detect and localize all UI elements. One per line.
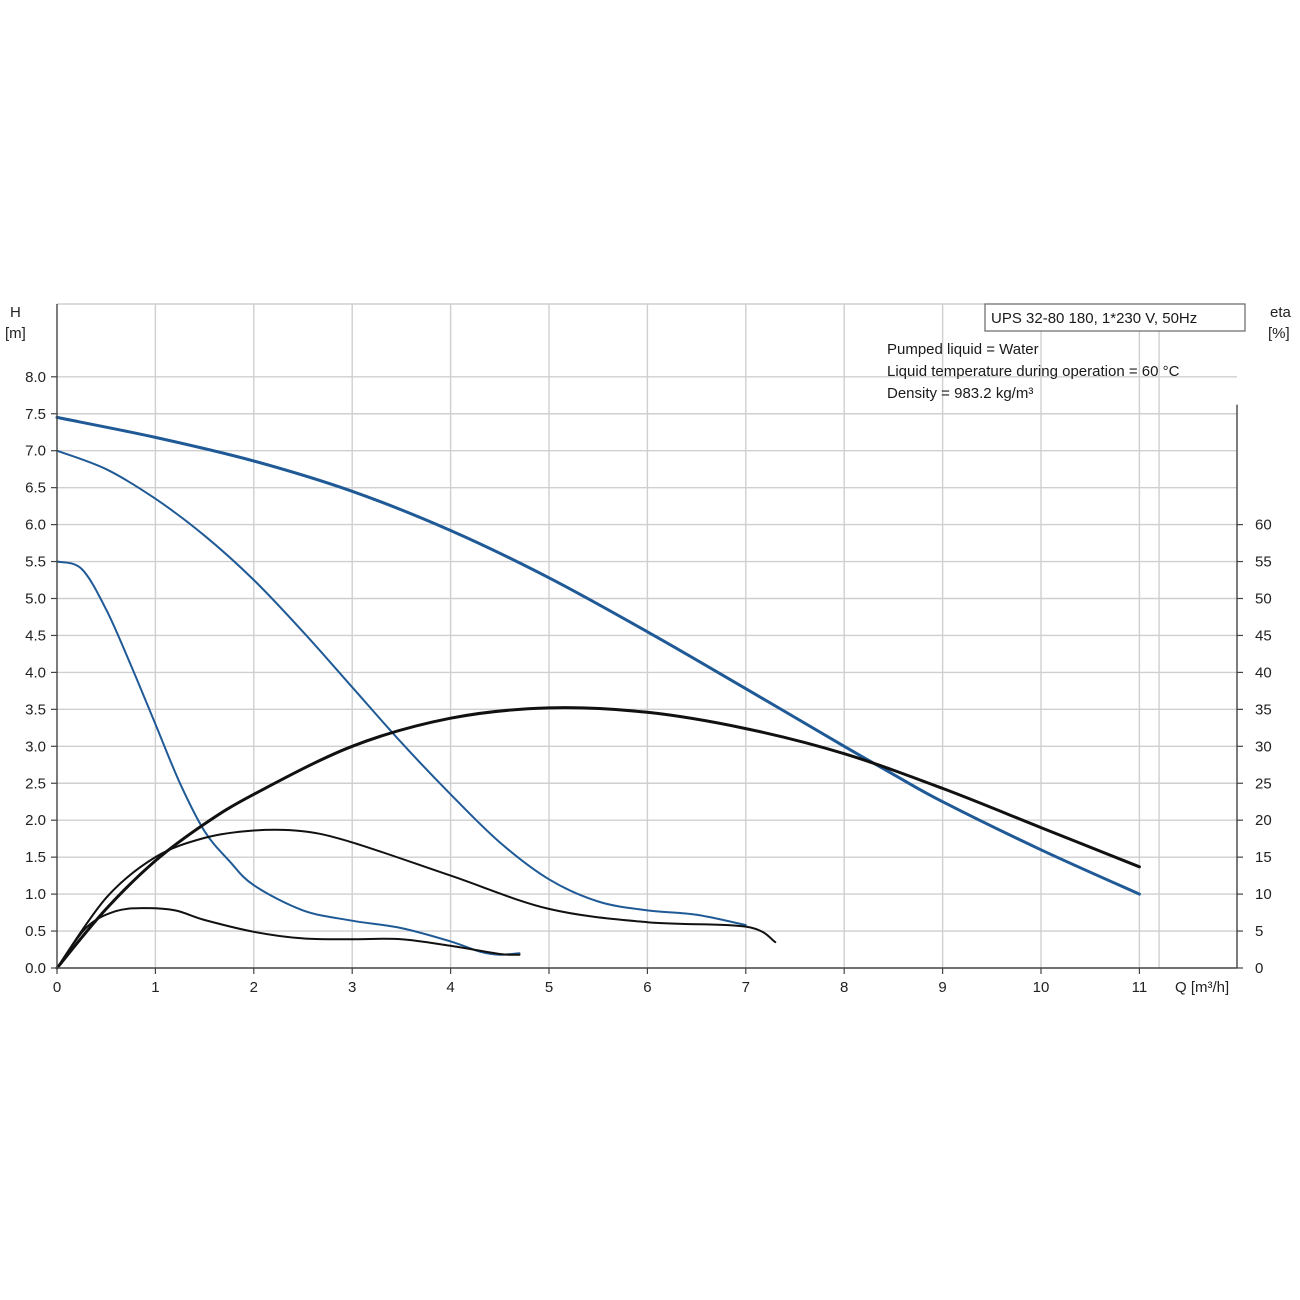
label-layer: 0 1 2 3 4 5 6 7 8 9 10 110.00.51.01.52.02.53.03.54.… — [25, 369, 1272, 996]
x-tick-label: 7 — [742, 979, 750, 996]
x-tick-label: 2 — [250, 979, 258, 996]
y-left-tick-label: 3.5 — [25, 701, 46, 718]
grid-layer — [57, 303, 1237, 968]
y-right-tick-label: 55 — [1255, 554, 1272, 571]
x-tick-label: 1 — [151, 979, 159, 996]
y-left-tick-label: 5.5 — [25, 554, 46, 571]
chart-title-box: UPS 32-80 180, 1*230 V, 50Hz — [984, 303, 1246, 332]
y-right-tick-label: 50 — [1255, 591, 1272, 608]
x-tick-label: 6 — [643, 979, 651, 996]
y-right-tick-label: 15 — [1255, 849, 1272, 866]
liquid-info: Pumped liquid = Water Liquid temperature… — [887, 341, 1180, 402]
y-left-tick-label: 7.5 — [25, 406, 46, 423]
note-pumped-liquid: Pumped liquid = Water — [887, 341, 1039, 358]
efficiency-curve-5 — [56, 907, 521, 969]
y-left-axis-unit: [m] — [5, 325, 26, 342]
note-density: Density = 983.2 kg/m³ — [887, 385, 1033, 402]
y-right-tick-label: 25 — [1255, 775, 1272, 792]
y-left-tick-label: 2.5 — [25, 775, 46, 792]
y-left-tick-label: 1.0 — [25, 886, 46, 903]
x-tick-label: 5 — [545, 979, 553, 996]
y-right-axis-unit: [%] — [1268, 325, 1290, 342]
x-tick-label: 4 — [446, 979, 454, 996]
y-left-tick-label: 3.0 — [25, 738, 46, 755]
x-tick-label: 8 — [840, 979, 848, 996]
y-left-tick-label: 5.0 — [25, 591, 46, 608]
y-right-tick-label: 35 — [1255, 701, 1272, 718]
curve-layer — [55, 415, 1141, 970]
y-right-tick-label: 40 — [1255, 664, 1272, 681]
efficiency-curve-3 — [55, 706, 1141, 970]
y-left-tick-label: 4.0 — [25, 664, 46, 681]
frame-layer — [51, 304, 1243, 974]
y-right-tick-label: 10 — [1255, 886, 1272, 903]
y-left-tick-label: 7.0 — [25, 443, 46, 460]
x-tick-label: 9 — [938, 979, 946, 996]
y-right-tick-label: 0 — [1255, 960, 1263, 977]
efficiency-curve-4 — [56, 828, 777, 969]
y-right-axis-title: eta — [1270, 304, 1292, 321]
y-left-axis-title: H — [10, 304, 21, 321]
x-tick-label: 11 — [1132, 979, 1148, 996]
chart-title: UPS 32-80 180, 1*230 V, 50Hz — [991, 310, 1197, 327]
y-left-tick-label: 4.5 — [25, 627, 46, 644]
y-left-tick-label: 0.0 — [25, 960, 46, 977]
note-liquid-temperature: Liquid temperature during operation = 60… — [887, 363, 1180, 380]
x-axis-title: Q [m³/h] — [1175, 979, 1229, 996]
x-tick-label: 0 — [53, 979, 61, 996]
y-left-tick-label: 6.5 — [25, 480, 46, 497]
y-right-tick-label: 5 — [1255, 923, 1263, 940]
head-curve-0 — [55, 415, 1141, 896]
y-left-tick-label: 6.0 — [25, 517, 46, 534]
x-tick-label: 10 — [1033, 979, 1050, 996]
y-right-tick-label: 60 — [1255, 517, 1272, 534]
head-curve-2 — [56, 560, 521, 956]
y-left-tick-label: 0.5 — [25, 923, 46, 940]
y-right-tick-label: 45 — [1255, 627, 1272, 644]
head-curve-1 — [56, 449, 747, 927]
chart-title-frame — [984, 303, 1246, 332]
y-right-tick-label: 30 — [1255, 738, 1272, 755]
y-left-tick-label: 1.5 — [25, 849, 46, 866]
y-left-tick-label: 8.0 — [25, 369, 46, 386]
x-tick-label: 3 — [348, 979, 356, 996]
y-left-tick-label: 2.0 — [25, 812, 46, 829]
y-right-tick-label: 20 — [1255, 812, 1272, 829]
